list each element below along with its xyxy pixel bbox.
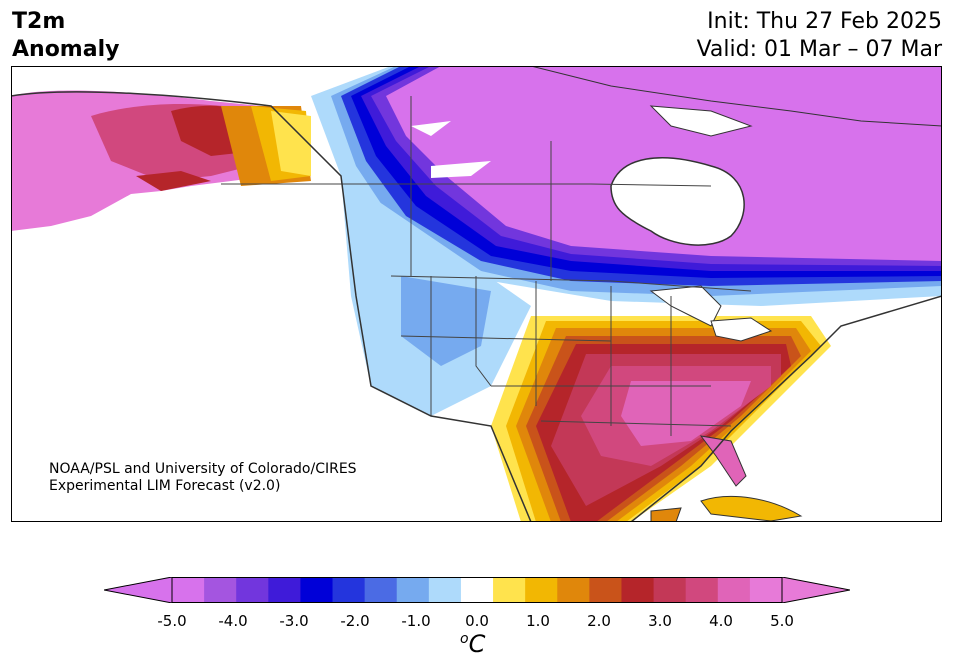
colorbar-tick-label: 4.0: [709, 612, 733, 630]
colorbar-segment: [525, 577, 558, 603]
colorbar-tick-label: -3.0: [279, 612, 309, 630]
colorbar-segment: [749, 577, 783, 603]
forecast-dates: Init: Thu 27 Feb 2025 Valid: 01 Mar – 07…: [697, 8, 942, 64]
florida: [699, 435, 747, 487]
valid-range: Valid: 01 Mar – 07 Mar: [696, 37, 942, 62]
credit-text: NOAA/PSL and University of Colorado/CIRE…: [49, 461, 357, 495]
colorbar-segment: [300, 577, 334, 603]
colorbar-tick-label: 5.0: [770, 612, 794, 630]
colorbar-segment: [653, 577, 687, 603]
state-borders: [221, 96, 752, 436]
title-variable: T2m: [12, 9, 66, 34]
west-us-cold-inner: [401, 276, 491, 366]
unit-celsius: C: [468, 630, 486, 658]
colorbar: [104, 577, 850, 603]
colorbar-tick-label: 2.0: [587, 612, 611, 630]
colorbar-segment: [428, 577, 462, 603]
coastline: [11, 91, 942, 522]
colorbar-tick-label: 0.0: [465, 612, 489, 630]
colorbar-unit: oC: [460, 630, 485, 658]
unit-degree: o: [460, 631, 469, 647]
cuba: [700, 495, 803, 522]
colorbar-segment: [332, 577, 366, 603]
init-date: Init: Thu 27 Feb 2025: [707, 9, 942, 34]
colorbar-segment: [493, 577, 526, 603]
colorbar-segment: [364, 577, 398, 603]
alaska-warm-edge: [136, 171, 211, 191]
colorbar-tick-label: -5.0: [157, 612, 187, 630]
colorbar-segment: [236, 577, 269, 603]
colorbar-segment: [460, 577, 494, 603]
se-warm-8: [621, 381, 751, 446]
great-bear-lake: [431, 161, 491, 178]
colorbar-segment: [717, 577, 751, 603]
colorbar-segment: [685, 577, 719, 603]
colorbar-tick-label: -4.0: [218, 612, 248, 630]
colorbar-tick-label: 1.0: [526, 612, 550, 630]
colorbar-over-arrow: [781, 577, 850, 603]
colorbar-segment: [396, 577, 430, 603]
colorbar-segment: [172, 577, 205, 603]
hudson-bay: [610, 157, 745, 246]
colorbar-segment: [204, 577, 237, 603]
arctic-island-white: [649, 105, 753, 137]
colorbar-under-arrow: [104, 577, 173, 603]
great-lakes-east: [710, 317, 773, 342]
colorbar-tick-label: -2.0: [340, 612, 370, 630]
colorbar-tick-label: 3.0: [648, 612, 672, 630]
great-slave-lake: [411, 121, 451, 136]
yucatan: [650, 507, 682, 522]
colorbar-frame: [171, 577, 783, 603]
colorbar-segment: [557, 577, 590, 603]
anomaly-map: [11, 66, 942, 522]
arctic-islands: [530, 66, 942, 127]
credit-line-1: NOAA/PSL and University of Colorado/CIRE…: [49, 461, 357, 477]
map-title: T2m Anomaly: [12, 8, 119, 64]
title-variable-anomaly: Anomaly: [12, 37, 120, 62]
colorbar-tick-label: -1.0: [401, 612, 431, 630]
colorbar-segment: [589, 577, 622, 603]
colorbar-segment: [268, 577, 301, 603]
colorbar-segment: [621, 577, 655, 603]
yukon-gradient-3: [271, 111, 311, 176]
credit-line-2: Experimental LIM Forecast (v2.0): [49, 478, 281, 494]
